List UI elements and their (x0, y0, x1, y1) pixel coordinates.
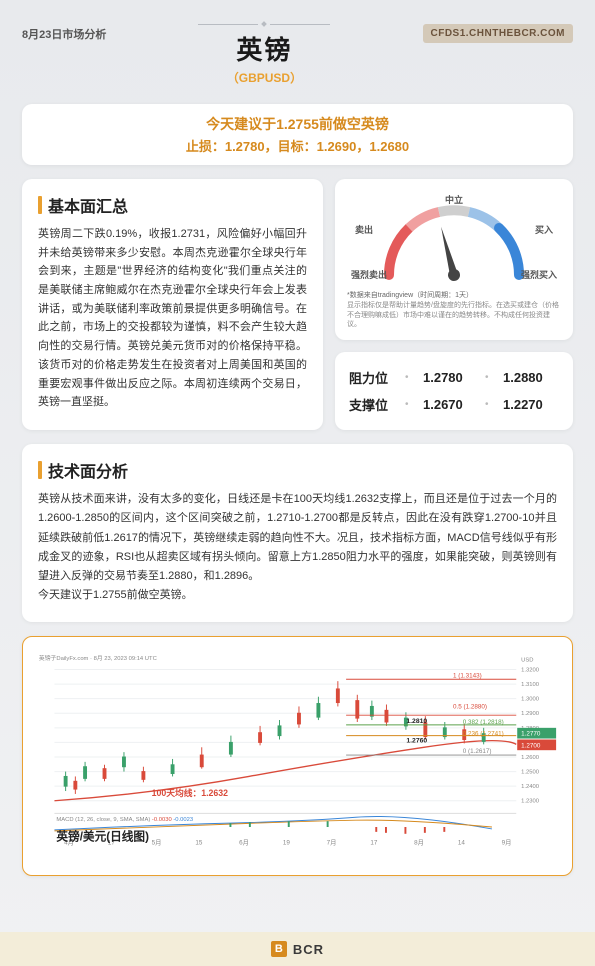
technical-title-text: 技术面分析 (48, 458, 128, 482)
support-label: 支撑位 (349, 395, 399, 414)
gauge-source: *数据来自tradingview（时间周期：1天） (347, 291, 561, 301)
technical-title: 技术面分析 (38, 458, 557, 482)
title-block: 英镑 （GBPUSD） (106, 18, 422, 86)
fundamentals-body: 英镑周二下跌0.19%，收报1.2731，风险偏好小幅回升并未给英镑带来多少安慰… (38, 225, 307, 412)
dot-sep: • (405, 399, 417, 410)
svg-text:14: 14 (458, 839, 466, 846)
svg-text:15: 15 (195, 839, 203, 846)
gauge-label-strong-buy: 强烈买入 (521, 268, 557, 281)
svg-text:1 (1.3143): 1 (1.3143) (453, 672, 482, 679)
fundamentals-title-text: 基本面汇总 (48, 193, 128, 217)
price-chart: 英镑子DailyFx.com · 8月 23, 2023 09:14 UTC U… (35, 647, 560, 867)
gauge-note: *数据来自tradingview（时间周期：1天） 显示指标仅是帮助计量趋势/盘… (347, 291, 561, 330)
svg-text:1.2770: 1.2770 (521, 730, 541, 737)
dot-sep: • (485, 372, 497, 383)
pair-code: （GBPUSD） (106, 69, 422, 86)
support-1: 1.2670 (423, 397, 479, 412)
technical-body2: 今天建议于1.2755前做空英镑。 (38, 586, 557, 605)
svg-text:7月: 7月 (327, 838, 337, 846)
svg-text:0.382 (1.2818): 0.382 (1.2818) (463, 719, 504, 726)
svg-text:1.2300: 1.2300 (521, 798, 540, 804)
svg-text:1.2760: 1.2760 (406, 737, 427, 744)
svg-text:0.5 (1.2880): 0.5 (1.2880) (453, 703, 487, 710)
resistance-label: 阻力位 (349, 368, 399, 387)
gauge-label-neutral: 中立 (445, 193, 463, 206)
dot-sep: • (405, 372, 417, 383)
svg-text:0 (1.2617): 0 (1.2617) (463, 748, 492, 755)
gauge-wrap: 中立 卖出 买入 强烈卖出 强烈买入 (347, 193, 561, 285)
deco-line-top (106, 22, 422, 26)
resistance-2: 1.2880 (503, 370, 559, 385)
svg-text:MACD (12, 26, close, 9, SMA, S: MACD (12, 26, close, 9, SMA, SMA) -0.003… (56, 817, 193, 823)
svg-text:17: 17 (370, 839, 378, 846)
chart-title: 英镑/美元(日线图) (55, 829, 149, 843)
chart-card: 英镑子DailyFx.com · 8月 23, 2023 09:14 UTC U… (22, 636, 573, 876)
brand-logo-icon: B (271, 941, 287, 957)
sentiment-gauge-card: 中立 卖出 买入 强烈卖出 强烈买入 *数据来自tradingview（时间周期… (335, 179, 573, 340)
technical-body: 英镑从技术面来讲，没有太多的变化，日线还是卡在100天均线1.2632支撑上，而… (38, 490, 557, 586)
svg-text:1.2700: 1.2700 (521, 742, 541, 749)
title-stripe-icon (38, 196, 42, 214)
right-column: 中立 卖出 买入 强烈卖出 强烈买入 *数据来自tradingview（时间周期… (335, 179, 573, 430)
svg-text:1.3100: 1.3100 (521, 682, 540, 688)
resistance-row: 阻力位 • 1.2780 • 1.2880 (349, 364, 559, 391)
dot-sep: • (485, 399, 497, 410)
site-badge: CFDS1.CHNTHEBCR.COM (423, 24, 574, 43)
svg-text:1.2900: 1.2900 (521, 711, 540, 717)
support-row: 支撑位 • 1.2670 • 1.2270 (349, 391, 559, 418)
svg-text:1.2600: 1.2600 (521, 755, 540, 761)
svg-text:1.3200: 1.3200 (521, 667, 540, 673)
gauge-labels: 中立 卖出 买入 强烈卖出 强烈买入 (347, 193, 561, 285)
fundamentals-title: 基本面汇总 (38, 193, 307, 217)
support-2: 1.2270 (503, 397, 559, 412)
footer: B BCR (0, 932, 595, 966)
svg-text:19: 19 (283, 839, 291, 846)
svg-text:1.3000: 1.3000 (521, 696, 540, 702)
technical-card: 技术面分析 英镑从技术面来讲，没有太多的变化，日线还是卡在100天均线1.263… (22, 444, 573, 622)
chart-meta: 英镑子DailyFx.com · 8月 23, 2023 09:14 UTC (39, 653, 157, 661)
levels-card: 阻力位 • 1.2780 • 1.2880 支撑位 • 1.2670 • 1.2… (335, 352, 573, 430)
date-label: 8月23日市场分析 (22, 26, 106, 42)
svg-text:0.236 (1.2741): 0.236 (1.2741) (463, 730, 504, 737)
title-stripe-icon (38, 461, 42, 479)
brand-name: BCR (293, 942, 324, 957)
svg-text:1.2810: 1.2810 (406, 718, 427, 725)
advice-line1: 今天建议于1.2755前做空英镑 (42, 114, 553, 134)
svg-text:9月: 9月 (502, 838, 512, 846)
trade-advice: 今天建议于1.2755前做空英镑 止损：1.2780，目标：1.2690，1.2… (22, 104, 573, 165)
svg-text:8月: 8月 (414, 838, 424, 846)
svg-text:1.2500: 1.2500 (521, 769, 540, 775)
row-fundamentals-gauge: 基本面汇总 英镑周二下跌0.19%，收报1.2731，风险偏好小幅回升并未给英镑… (0, 179, 595, 430)
svg-text:6月: 6月 (239, 838, 249, 846)
gauge-label-strong-sell: 强烈卖出 (351, 268, 387, 281)
gauge-label-buy: 买入 (535, 223, 553, 236)
gauge-label-sell: 卖出 (355, 223, 373, 236)
svg-text:5月: 5月 (152, 838, 162, 846)
gauge-disclaimer: 显示指标仅是帮助计量趋势/盘旋度的先行指标。在选买或建仓（价格不合理购嘛成低）市… (347, 301, 561, 330)
page-title: 英镑 (106, 30, 422, 67)
resistance-1: 1.2780 (423, 370, 479, 385)
advice-line2: 止损：1.2780，目标：1.2690，1.2680 (42, 136, 553, 155)
svg-text:USD: USD (521, 657, 533, 663)
svg-text:1.2400: 1.2400 (521, 784, 540, 790)
ma100-label: 100天均线：1.2632 (152, 787, 228, 798)
header-banner: 8月23日市场分析 英镑 （GBPUSD） CFDS1.CHNTHEBCR.CO… (0, 0, 595, 94)
fundamentals-card: 基本面汇总 英镑周二下跌0.19%，收报1.2731，风险偏好小幅回升并未给英镑… (22, 179, 323, 430)
